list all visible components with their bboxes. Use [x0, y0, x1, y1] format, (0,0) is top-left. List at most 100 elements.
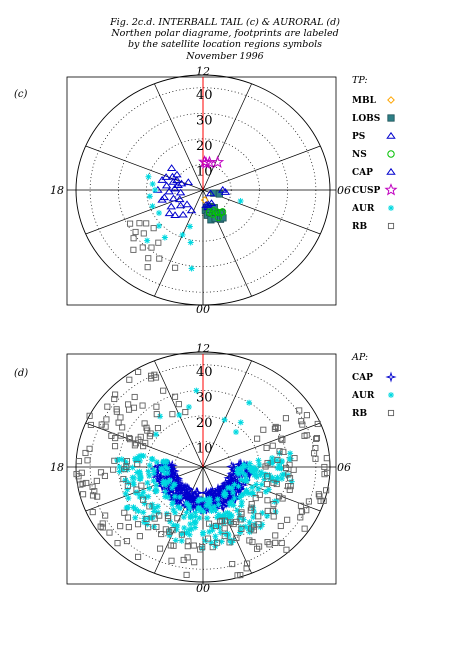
data-point-aur — [164, 470, 171, 477]
data-point-aur — [132, 506, 139, 513]
data-point-aur — [258, 481, 265, 488]
data-point-ns — [216, 209, 225, 217]
data-point-aur — [131, 474, 138, 481]
data-point-rb — [156, 512, 163, 519]
data-point-aur — [146, 485, 153, 492]
data-point-rb — [234, 572, 241, 579]
data-point-rb — [123, 538, 131, 545]
data-point-aur — [162, 478, 169, 485]
data-point-aur — [202, 496, 209, 503]
data-point-aur — [261, 476, 268, 483]
data-point-rb — [183, 571, 190, 578]
data-point-aur — [238, 502, 245, 509]
data-point-cap — [166, 465, 178, 477]
data-point-rb — [230, 520, 237, 528]
data-point-aur — [122, 458, 129, 465]
data-point-rb — [243, 565, 250, 572]
data-point-rb — [248, 504, 255, 511]
data-point-ps — [203, 200, 213, 208]
data-point-aur — [269, 474, 276, 481]
data-point-aur — [169, 499, 176, 506]
data-point-ns — [209, 207, 218, 215]
data-point-rb — [238, 510, 245, 518]
data-point-rb — [148, 244, 155, 251]
data-point-rb — [284, 516, 291, 523]
data-point-rb — [227, 519, 234, 526]
data-point-aur — [148, 456, 155, 463]
data-point-aur — [262, 488, 269, 495]
data-point-cap — [168, 194, 179, 202]
data-point-cap — [166, 202, 176, 210]
data-point-aur — [226, 511, 233, 518]
data-point-rb — [114, 540, 121, 547]
data-point-rb — [315, 491, 322, 498]
data-point-rb — [214, 539, 221, 546]
data-point-rb — [233, 534, 240, 541]
data-point-rb — [317, 497, 324, 504]
data-point-rb — [209, 544, 216, 551]
data-point-aur — [246, 519, 253, 526]
data-point-aur — [255, 486, 262, 493]
legend-marker-cap — [386, 167, 396, 175]
data-point-rb — [164, 515, 171, 522]
data-point-aur — [125, 495, 132, 502]
data-point-aur — [203, 515, 210, 522]
data-point-rb — [269, 442, 276, 449]
data-point-rb — [124, 514, 132, 521]
data-point-rb — [160, 387, 167, 394]
data-point-aur — [243, 476, 250, 483]
data-point-aur — [287, 450, 294, 457]
data-point-rb — [298, 508, 305, 515]
legend-label-cap: CAP — [352, 373, 373, 383]
data-point-aur — [183, 500, 190, 507]
data-point-aur — [207, 505, 214, 512]
data-point-aur — [138, 492, 145, 499]
data-point-aur — [160, 459, 167, 466]
legend-label-rb: RB — [352, 222, 367, 232]
data-point-aur — [149, 514, 156, 521]
data-point-aur — [238, 498, 245, 505]
data-point-aur — [169, 501, 176, 508]
data-point-rb — [139, 402, 146, 409]
data-point-aur — [150, 466, 157, 473]
data-point-aur — [215, 511, 222, 518]
data-point-cusp — [210, 155, 225, 168]
data-point-rb — [287, 483, 294, 490]
data-point-cap — [157, 176, 167, 183]
data-point-rb — [97, 469, 105, 476]
data-point-aur — [278, 475, 285, 482]
data-point-rb — [135, 553, 142, 560]
data-point-aur — [161, 234, 168, 241]
data-point-rb — [255, 521, 262, 528]
data-point-rb — [103, 416, 110, 423]
data-point-rb — [143, 424, 150, 431]
data-point-rb — [75, 458, 83, 465]
data-point-rb — [101, 472, 108, 479]
data-point-cap — [182, 200, 192, 208]
data-point-rb — [111, 443, 119, 450]
data-point-aur — [156, 210, 163, 216]
data-point-aur — [218, 538, 225, 545]
data-point-rb — [111, 395, 118, 403]
legend-label-aur: AUR — [351, 391, 375, 401]
data-point-aur — [176, 494, 183, 501]
data-point-rb — [140, 230, 147, 237]
data-point-cap — [164, 209, 175, 217]
data-point-rb — [125, 406, 133, 413]
data-point-rb — [130, 404, 138, 411]
data-point-rb — [249, 538, 256, 546]
data-point-cap — [172, 176, 182, 183]
data-point-rb — [321, 463, 328, 471]
data-point-aur — [269, 455, 276, 462]
data-point-cap — [186, 206, 197, 214]
data-point-rb — [98, 421, 105, 428]
data-point-rb — [89, 483, 96, 490]
data-point-rb — [131, 393, 138, 401]
data-point-aur — [153, 459, 160, 466]
data-point-aur — [152, 488, 159, 495]
data-point-aur — [273, 497, 280, 504]
data-point-rb — [126, 436, 134, 443]
data-point-aur — [227, 519, 234, 526]
data-point-cap — [205, 189, 216, 197]
